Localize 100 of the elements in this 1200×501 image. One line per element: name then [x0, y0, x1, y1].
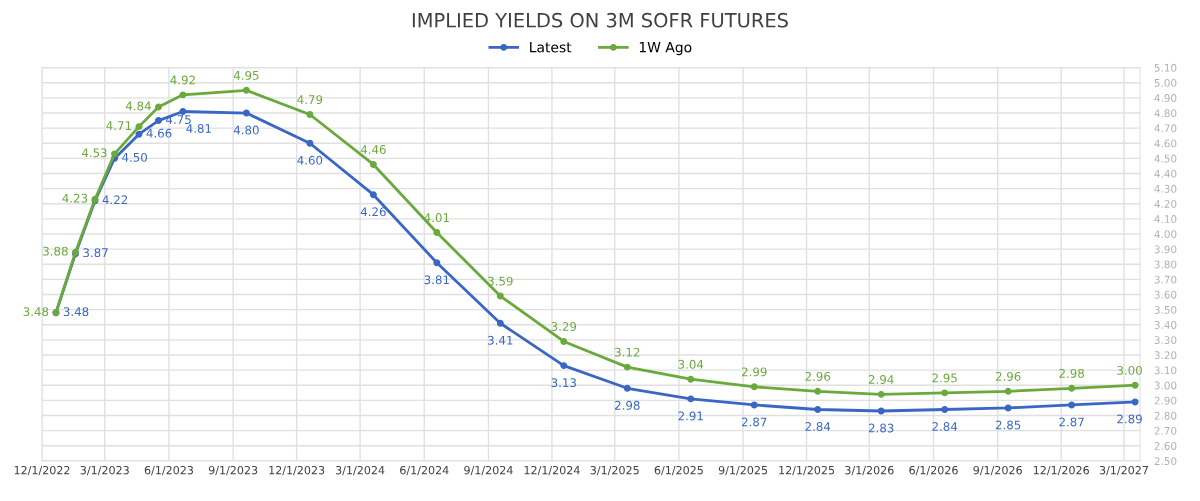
point: [623, 384, 631, 392]
x-tick-label: 6/1/2026: [909, 465, 958, 476]
y-tick-label: 4.30: [1154, 184, 1177, 193]
y-tick-label: 2.80: [1154, 411, 1177, 420]
point: [179, 91, 187, 99]
data-label: 3.87: [83, 248, 108, 258]
y-tick-label: 3.50: [1154, 305, 1177, 314]
data-label: 2.99: [741, 367, 767, 377]
point: [687, 375, 695, 383]
x-tick-label: 3/1/2023: [80, 465, 129, 476]
x-tick-label: 12/1/2023: [269, 465, 325, 476]
data-label: 2.87: [1059, 417, 1084, 427]
point: [369, 160, 377, 168]
y-tick-label: 4.00: [1154, 230, 1177, 239]
data-label: 3.13: [551, 378, 576, 388]
x-tick-label: 3/1/2025: [590, 465, 639, 476]
data-label: 3.48: [63, 307, 89, 317]
point: [496, 292, 504, 300]
data-label: 4.01: [424, 213, 449, 223]
data-label: 4.79: [297, 95, 323, 105]
y-tick-label: 2.90: [1154, 396, 1177, 405]
point: [433, 229, 441, 236]
x-tick-label: 9/1/2024: [464, 465, 513, 476]
point: [242, 109, 250, 117]
data-label: 2.98: [615, 400, 640, 410]
point: [1131, 381, 1139, 389]
data-label: 2.83: [868, 423, 894, 433]
point: [369, 191, 377, 199]
data-label: 4.80: [233, 125, 259, 135]
y-tick-label: 4.40: [1154, 169, 1177, 178]
y-tick-label: 3.20: [1154, 351, 1177, 360]
legend-label: 1W Ago: [639, 42, 692, 56]
point: [814, 387, 822, 395]
y-tick-label: 3.30: [1154, 336, 1177, 345]
y-tick-label: 4.50: [1154, 154, 1177, 163]
point: [242, 86, 250, 94]
data-label: 3.41: [488, 335, 513, 345]
x-tick-label: 3/1/2024: [335, 465, 385, 476]
data-label: 2.98: [1059, 368, 1084, 378]
data-label: 3.12: [615, 347, 640, 357]
data-label: 2.87: [741, 417, 767, 427]
data-label: 4.46: [360, 145, 386, 154]
data-label: 2.85: [995, 420, 1021, 430]
point: [750, 383, 758, 391]
chart-title: IMPLIED YIELDS ON 3M SOFR FUTURES: [412, 12, 788, 28]
x-tick-label: 6/1/2025: [654, 465, 703, 476]
point: [814, 406, 822, 413]
point: [941, 406, 949, 413]
data-label: 3.04: [678, 359, 704, 369]
data-label: 4.50: [122, 152, 147, 162]
x-tick-label: 6/1/2024: [400, 465, 449, 476]
x-tick-label: 3/1/2026: [845, 465, 894, 476]
point: [750, 401, 758, 409]
y-tick-label: 2.60: [1154, 442, 1177, 450]
point: [560, 362, 568, 370]
point: [1004, 404, 1012, 412]
point: [111, 150, 119, 158]
data-label: 4.92: [170, 75, 195, 85]
point: [496, 319, 504, 327]
data-label: 3.29: [551, 322, 577, 331]
data-label: 2.89: [1117, 414, 1142, 424]
y-tick-label: 3.00: [1154, 381, 1177, 390]
data-label: 3.00: [1117, 365, 1142, 375]
point: [306, 111, 314, 118]
data-label: 2.94: [868, 374, 894, 384]
point: [155, 103, 162, 111]
data-label: 4.53: [81, 148, 107, 158]
y-tick-label: 4.70: [1154, 124, 1177, 133]
data-label: 2.91: [678, 411, 703, 421]
y-tick-label: 3.10: [1154, 366, 1177, 375]
data-label: 2.95: [932, 373, 957, 383]
point: [1068, 401, 1076, 409]
point: [135, 123, 143, 131]
y-tick-label: 2.70: [1154, 426, 1177, 435]
y-tick-label: 3.40: [1154, 321, 1177, 329]
point: [179, 108, 187, 115]
x-tick-label: 12/1/2025: [779, 465, 835, 476]
x-tick-label: 9/1/2025: [718, 465, 768, 476]
x-tick-label: 6/1/2023: [144, 465, 194, 476]
data-label: 4.66: [146, 128, 172, 138]
point: [155, 117, 162, 125]
point: [1004, 387, 1012, 395]
data-label: 3.88: [43, 246, 68, 256]
point: [560, 337, 568, 345]
x-tick-label: 12/1/2024: [524, 465, 580, 476]
data-label: 4.23: [62, 193, 88, 203]
x-tick-label: 9/1/2026: [973, 465, 1022, 476]
data-label: 2.96: [805, 371, 831, 381]
point: [135, 130, 143, 138]
data-label: 4.26: [360, 207, 386, 217]
y-tick-label: 3.60: [1154, 290, 1177, 299]
y-tick-label: 4.20: [1154, 200, 1177, 208]
data-label: 4.22: [102, 195, 128, 204]
point: [941, 389, 949, 397]
data-label: 4.81: [186, 124, 211, 133]
point: [877, 407, 885, 415]
legend-label: Latest: [530, 42, 572, 53]
point: [433, 259, 441, 267]
x-tick-label: 12/1/2022: [14, 465, 70, 476]
point: [687, 395, 695, 403]
